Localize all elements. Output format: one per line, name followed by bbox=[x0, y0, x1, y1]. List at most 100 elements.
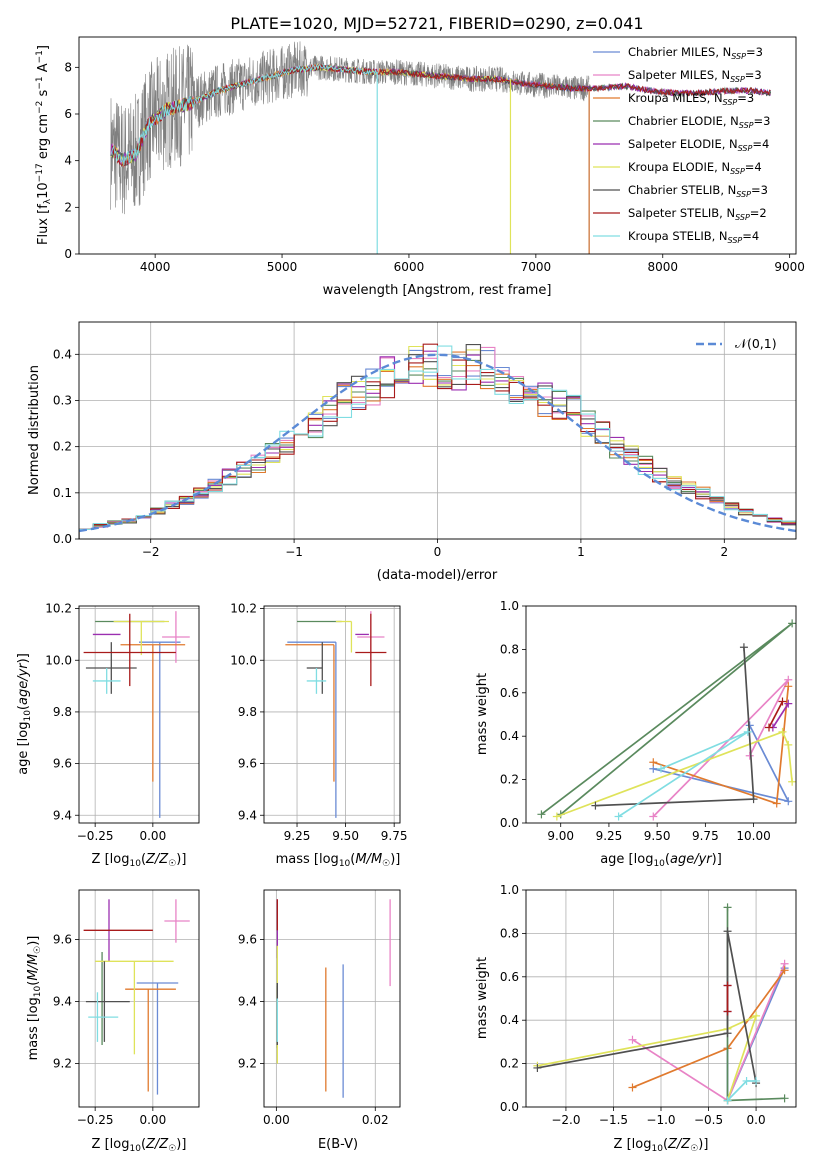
x-axis-label: Z [log10(Z/Z☉)] bbox=[92, 1137, 187, 1154]
weight-marker-3 bbox=[537, 810, 546, 819]
y-tick-label: 0.8 bbox=[500, 926, 519, 940]
label-part: Salpeter ELODIE, N bbox=[628, 137, 738, 151]
weight-marker-3 bbox=[788, 619, 796, 628]
x-tick-label: 0.00 bbox=[139, 1113, 166, 1127]
label-part: )] bbox=[16, 653, 31, 663]
x-tick-label: 9.75 bbox=[692, 829, 719, 843]
label-part: ( bbox=[141, 1137, 146, 1152]
y-tick-label: 10.2 bbox=[45, 602, 72, 616]
weight-marker-2 bbox=[784, 682, 793, 691]
weight-vs-age-panel: 9.00 9.25 9.50 9.75 10.00 0.0 0.2 0.4 0.6 0.8 1.0 a… bbox=[475, 599, 797, 869]
x-tick-label: −1.5 bbox=[599, 1113, 628, 1127]
label-part: mass [log bbox=[26, 997, 41, 1060]
plot-area bbox=[83, 611, 190, 818]
x-axis-label: wavelength [Angstrom, rest frame] bbox=[323, 283, 552, 298]
label-part: Salpeter MILES, N bbox=[628, 68, 730, 82]
x-tick-label: −1.0 bbox=[646, 1113, 675, 1127]
weight-marker-6 bbox=[591, 801, 600, 810]
x-tick-label: 9.00 bbox=[547, 829, 574, 843]
label-part: Z [log bbox=[92, 1137, 130, 1152]
weight-marker-2 bbox=[649, 758, 658, 767]
x-tick-label: 0.02 bbox=[362, 1113, 389, 1127]
label-part: s bbox=[36, 89, 51, 100]
label-part: −17 bbox=[35, 163, 45, 182]
x-tick-label: 9.25 bbox=[284, 829, 311, 843]
weight-marker-3 bbox=[780, 1094, 789, 1103]
x-tick-label: 9.50 bbox=[644, 829, 671, 843]
label-part: Chabrier MILES, N bbox=[628, 45, 731, 59]
label-part: Z [log bbox=[92, 852, 130, 867]
label-part: SSP bbox=[735, 213, 750, 222]
y-axis-label: mass [log10(M/M☉)] bbox=[26, 936, 43, 1061]
legend-entry-5: Kroupa ELODIE, NSSP=4 bbox=[628, 160, 762, 176]
plot-area bbox=[537, 619, 796, 821]
weight-marker-5 bbox=[752, 1011, 761, 1020]
legend-entry-4: Salpeter ELODIE, NSSP=4 bbox=[628, 137, 769, 153]
label-part: 10 bbox=[339, 859, 351, 869]
model-spectrum-8 bbox=[110, 63, 378, 166]
weight-marker-8 bbox=[723, 1096, 732, 1105]
label-part: Z/Z bbox=[145, 1137, 169, 1152]
x-axis-label: E(B-V) bbox=[318, 1137, 358, 1152]
y-tick-label: 0.4 bbox=[500, 729, 519, 743]
x-tick-label: −0.5 bbox=[694, 1113, 723, 1127]
label-part: ( bbox=[26, 981, 41, 986]
weight-line-5 bbox=[537, 1014, 758, 1101]
label-part: ☉ bbox=[168, 1144, 176, 1154]
y-tick-label: 0 bbox=[64, 247, 72, 261]
label-part: 10 bbox=[651, 1144, 663, 1154]
x-tick-label: 0.00 bbox=[139, 829, 166, 843]
label-part: ☉ bbox=[382, 859, 390, 869]
axes-overlay: 9.00 9.25 9.50 9.75 10.00 0.0 0.2 0.4 0.6 0.8 1.0 bbox=[500, 599, 797, 843]
weight-marker-5 bbox=[552, 812, 561, 821]
x-tick-label: −2 bbox=[142, 545, 160, 559]
x-tick-label: 10.00 bbox=[736, 829, 770, 843]
axes-frame bbox=[78, 36, 797, 255]
axes-overlay: 0.00 0.02 9.2 9.4 9.6 bbox=[238, 889, 401, 1127]
weight-marker-0 bbox=[784, 797, 793, 806]
y-tick-label: 10.0 bbox=[45, 653, 72, 667]
weight-marker-2 bbox=[628, 1083, 637, 1092]
x-tick-label: 6000 bbox=[394, 260, 425, 274]
weight-marker-5 bbox=[778, 727, 787, 736]
x-tick-label: 2 bbox=[720, 545, 728, 559]
weight-marker-7 bbox=[723, 1007, 732, 1016]
weight-marker-5 bbox=[784, 740, 793, 749]
label-part: )] bbox=[698, 1137, 708, 1152]
y-tick-label: 0.6 bbox=[500, 970, 519, 984]
label-part: Kroupa MILES, N bbox=[628, 91, 723, 105]
legend-entry-3: Chabrier ELODIE, NSSP=3 bbox=[628, 114, 770, 130]
label-part: age/yr bbox=[670, 852, 713, 867]
label-part: =4 bbox=[742, 229, 759, 243]
y-tick-label: 9.4 bbox=[238, 995, 257, 1009]
y-tick-label: 9.2 bbox=[53, 1057, 72, 1071]
y-tick-label: 10.0 bbox=[230, 653, 257, 667]
axes-frame bbox=[263, 605, 401, 824]
legend-entry-6: Chabrier STELIB, NSSP=3 bbox=[628, 183, 768, 199]
legend-entry-8: Kroupa STELIB, NSSP=4 bbox=[628, 229, 759, 245]
x-tick-label: 5000 bbox=[267, 260, 298, 274]
label-part: −1 bbox=[35, 50, 45, 63]
label-part: 10 bbox=[36, 182, 51, 199]
y-tick-label: 0.4 bbox=[53, 347, 72, 361]
label-part: Chabrier STELIB, N bbox=[628, 183, 736, 197]
weight-marker-8 bbox=[657, 764, 665, 773]
label-part: SSP bbox=[728, 236, 743, 245]
weight-marker-8 bbox=[743, 727, 752, 736]
label-part: ( bbox=[663, 1137, 668, 1152]
label-part: =4 bbox=[752, 137, 769, 151]
label-part: mass [log bbox=[276, 852, 339, 867]
label-part: E(B-V) bbox=[318, 1137, 358, 1152]
x-axis-label: Z [log10(Z/Z☉)] bbox=[92, 852, 187, 869]
x-axis-label: age [log10(age/yr)] bbox=[600, 852, 722, 869]
weight-marker-1 bbox=[628, 1035, 637, 1044]
label-part: −1 bbox=[35, 76, 45, 89]
label-part: =3 bbox=[746, 45, 763, 59]
axes-frame bbox=[525, 605, 797, 824]
y-tick-label: 2 bbox=[64, 200, 72, 214]
age-vs-z-panel: −0.25 0.009.49.69.810.010.2Z [log10(Z/Z☉)… bbox=[16, 602, 200, 869]
weight-marker-6 bbox=[723, 1029, 732, 1038]
weight-marker-6 bbox=[723, 927, 732, 936]
y-tick-label: 0.0 bbox=[53, 532, 72, 546]
